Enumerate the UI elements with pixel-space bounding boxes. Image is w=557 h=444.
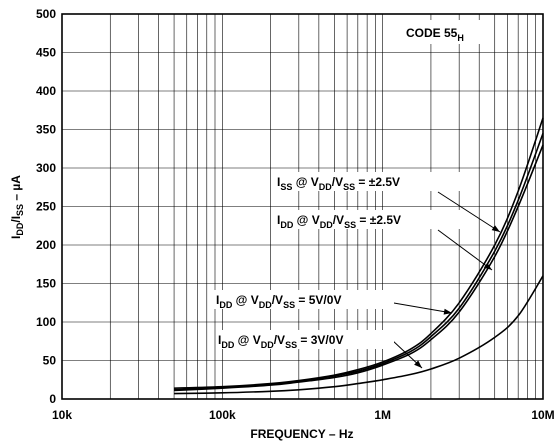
arrow-idd-2.5v-head	[483, 262, 492, 270]
svg-text:IDD @ VDD/VSS = 5V/0V: IDD @ VDD/VSS = 5V/0V	[216, 293, 341, 310]
svg-text:ISS @ VDD/VSS = ±2.5V: ISS @ VDD/VSS = ±2.5V	[277, 175, 400, 192]
y-tick-label: 450	[36, 46, 56, 60]
y-tick-label: 100	[36, 315, 56, 329]
x-axis-label: FREQUENCY – Hz	[250, 427, 353, 441]
series-line-idd-3	[174, 275, 544, 395]
svg-text:IDD @ VDD/VSS = 3V/0V: IDD @ VDD/VSS = 3V/0V	[218, 333, 343, 350]
y-tick-label: 350	[36, 123, 56, 137]
y-tick-label: 300	[36, 161, 56, 175]
series-line-idd-5	[174, 144, 544, 392]
arrow-iss-2.5v	[437, 191, 501, 233]
arrow-idd-3v-head	[414, 360, 422, 368]
y-axis-label: IDD/ISS – µA	[9, 175, 25, 239]
curves	[174, 117, 544, 395]
annotation-iss-2.5v: ISS @ VDD/VSS = ±2.5V	[275, 172, 463, 192]
plot-frame	[61, 13, 544, 400]
x-tick-label: 10M	[531, 408, 554, 422]
annotation-idd-3v: IDD @ VDD/VSS = 3V/0V	[216, 330, 394, 350]
code-label: CODE 55H	[398, 20, 486, 44]
y-tick-label: 500	[36, 7, 56, 21]
annotation-idd-2.5v: IDD @ VDD/VSS = ±2.5V	[275, 210, 463, 230]
annotation-arrows	[387, 191, 501, 369]
y-tick-labels: 0 50 100 150 200 250 300 350 400 450 500	[36, 7, 56, 406]
arrow-idd-2.5v	[437, 229, 493, 271]
y-tick-label: 50	[43, 354, 57, 368]
x-tick-label: 100k	[209, 408, 236, 422]
y-tick-label: 200	[36, 238, 56, 252]
arrow-idd-5v-head	[443, 308, 452, 315]
svg-text:CODE 55H: CODE 55H	[406, 26, 464, 43]
x-tick-labels: 10k 100k 1M 10M	[52, 408, 555, 422]
arrow-iss-2.5v-head	[491, 225, 500, 232]
y-tick-label: 400	[36, 84, 56, 98]
y-tick-label: 150	[36, 277, 56, 291]
svg-text:IDD @ VDD/VSS = ±2.5V: IDD @ VDD/VSS = ±2.5V	[277, 213, 401, 230]
series-line-idd-25	[174, 133, 544, 391]
arrow-idd-5v	[387, 301, 453, 314]
x-tick-label: 1M	[374, 408, 391, 422]
y-tick-label: 250	[36, 200, 56, 214]
x-tick-label: 10k	[52, 408, 72, 422]
y-tick-label: 0	[49, 392, 56, 406]
annotation-idd-5v: IDD @ VDD/VSS = 5V/0V	[214, 290, 394, 310]
